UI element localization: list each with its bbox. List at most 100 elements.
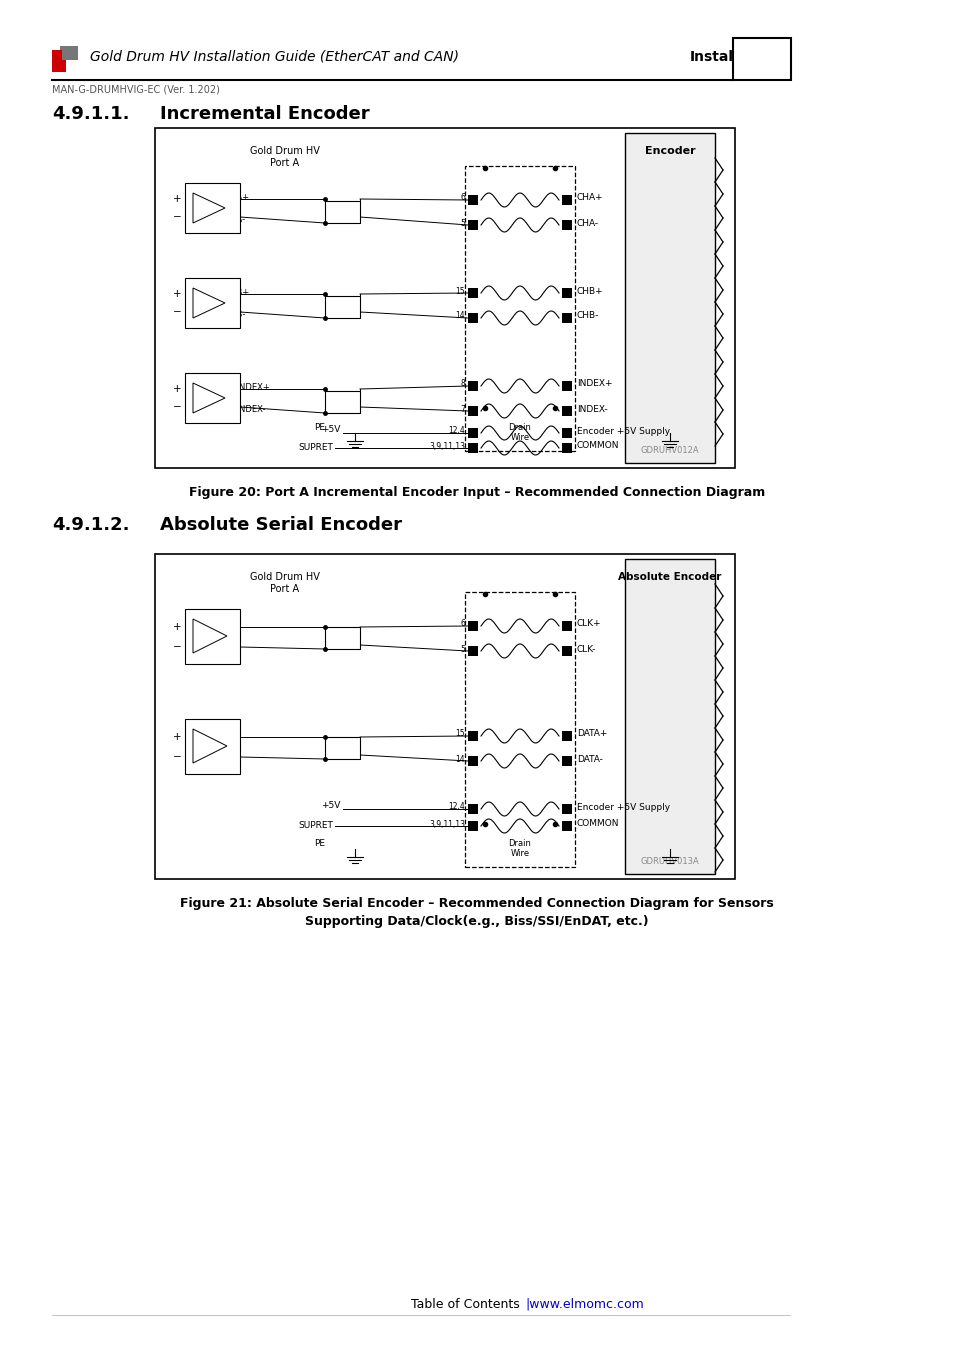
Text: +5V: +5V	[320, 425, 339, 435]
Text: 4.9.1.2.: 4.9.1.2.	[52, 516, 130, 535]
Bar	[325, 296, 359, 319]
Text: PortA_ENC_B+: PortA_ENC_B+	[188, 288, 249, 297]
Bar	[325, 737, 359, 759]
Text: ABS_CLK-: ABS_CLK-	[188, 643, 227, 652]
Bar	[468, 220, 477, 230]
Bar	[60, 46, 78, 59]
Text: Drain: Drain	[508, 838, 531, 848]
Text: −: −	[173, 752, 182, 761]
Bar	[468, 647, 477, 656]
Bar	[561, 288, 572, 298]
Text: Gold Drum HV: Gold Drum HV	[250, 146, 319, 157]
Text: 5: 5	[459, 644, 464, 653]
Text: COMMON: COMMON	[577, 441, 618, 451]
Polygon shape	[193, 193, 225, 223]
Bar	[561, 220, 572, 230]
Polygon shape	[193, 620, 227, 653]
Bar	[185, 184, 240, 234]
Bar	[561, 406, 572, 416]
Bar	[468, 443, 477, 454]
Bar	[325, 626, 359, 649]
Bar	[154, 128, 734, 468]
Text: 120Ω: 120Ω	[332, 397, 352, 406]
Text: Supporting Data/Clock(e.g., Biss/SSI/EnDAT, etc.): Supporting Data/Clock(e.g., Biss/SSI/EnD…	[305, 915, 648, 927]
Text: Incremental Encoder: Incremental Encoder	[160, 105, 369, 123]
Text: Gold Drum HV Installation Guide (EtherCAT and CAN): Gold Drum HV Installation Guide (EtherCA…	[90, 50, 458, 63]
Bar	[325, 392, 359, 413]
Text: 15: 15	[455, 729, 464, 738]
Text: DATA-: DATA-	[577, 755, 602, 764]
Text: ABS_CLK+: ABS_CLK+	[188, 621, 232, 629]
Bar	[464, 166, 575, 451]
Text: +: +	[173, 194, 182, 204]
Text: 12,4: 12,4	[448, 802, 464, 811]
Bar	[185, 278, 240, 328]
Text: PortA_ENC_INDEX-: PortA_ENC_INDEX-	[188, 405, 265, 413]
Text: |www.elmomc.com: |www.elmomc.com	[524, 1297, 643, 1311]
Bar	[468, 621, 477, 630]
Bar	[468, 288, 477, 298]
Bar	[561, 443, 572, 454]
Text: 5: 5	[459, 219, 464, 228]
Text: Gold Drum HV: Gold Drum HV	[250, 572, 319, 582]
Bar	[561, 313, 572, 323]
Bar	[561, 730, 572, 741]
Text: ABS_Data-: ABS_Data-	[188, 752, 232, 761]
Text: CHB+: CHB+	[577, 286, 603, 296]
Text: Drain: Drain	[508, 423, 531, 432]
Bar	[468, 730, 477, 741]
Bar	[561, 756, 572, 765]
Text: 120Ω: 120Ω	[332, 744, 352, 752]
Bar	[561, 805, 572, 814]
Bar	[468, 313, 477, 323]
Bar	[561, 428, 572, 437]
Text: PortA_ENC_A+: PortA_ENC_A+	[188, 193, 249, 201]
Bar	[468, 194, 477, 205]
Bar	[732, 38, 790, 80]
Text: 6: 6	[459, 193, 464, 202]
Text: 6: 6	[459, 620, 464, 629]
Text: 3,9,11,13: 3,9,11,13	[429, 441, 464, 451]
Text: 12,4: 12,4	[448, 427, 464, 436]
Text: GDRUHV013A: GDRUHV013A	[640, 857, 699, 865]
Bar	[561, 194, 572, 205]
Bar	[561, 381, 572, 392]
Text: −: −	[173, 643, 182, 652]
Text: 120Ω: 120Ω	[332, 633, 352, 643]
Text: 14: 14	[455, 755, 464, 764]
Bar	[561, 647, 572, 656]
Bar	[468, 406, 477, 416]
Text: 120Ω: 120Ω	[332, 208, 352, 216]
Text: MAN-G-DRUMHVIG-EC (Ver. 1.202): MAN-G-DRUMHVIG-EC (Ver. 1.202)	[52, 84, 219, 95]
Text: +5V: +5V	[320, 802, 339, 810]
Bar	[154, 554, 734, 879]
Text: 8: 8	[459, 379, 464, 389]
Bar	[468, 428, 477, 437]
Bar	[325, 201, 359, 223]
Text: COMMON: COMMON	[577, 819, 618, 829]
Text: Port A: Port A	[270, 585, 299, 594]
Text: 3,9,11,13: 3,9,11,13	[429, 819, 464, 829]
Polygon shape	[193, 729, 227, 763]
Text: PE: PE	[314, 840, 325, 849]
Text: Encoder +5V Supply: Encoder +5V Supply	[577, 427, 669, 436]
Text: SUPRET: SUPRET	[297, 443, 333, 451]
Text: Encoder: Encoder	[644, 146, 695, 157]
Text: PortA_ENC_B-: PortA_ENC_B-	[188, 309, 245, 319]
Text: +: +	[173, 383, 182, 394]
Text: +: +	[173, 622, 182, 632]
Bar	[185, 720, 240, 774]
Text: SUPRET: SUPRET	[297, 821, 333, 829]
Text: Table of Contents: Table of Contents	[411, 1297, 519, 1311]
Text: INDEX-: INDEX-	[577, 405, 607, 413]
Bar	[464, 593, 575, 867]
Text: 120Ω: 120Ω	[332, 302, 352, 312]
Bar	[468, 756, 477, 765]
Text: CHA+: CHA+	[577, 193, 603, 202]
Bar	[561, 821, 572, 832]
Text: −: −	[173, 306, 182, 317]
Text: Figure 20: Port A Incremental Encoder Input – Recommended Connection Diagram: Figure 20: Port A Incremental Encoder In…	[189, 486, 764, 500]
Bar	[52, 53, 66, 72]
Text: Wire: Wire	[510, 433, 529, 441]
Text: PE: PE	[314, 424, 325, 432]
